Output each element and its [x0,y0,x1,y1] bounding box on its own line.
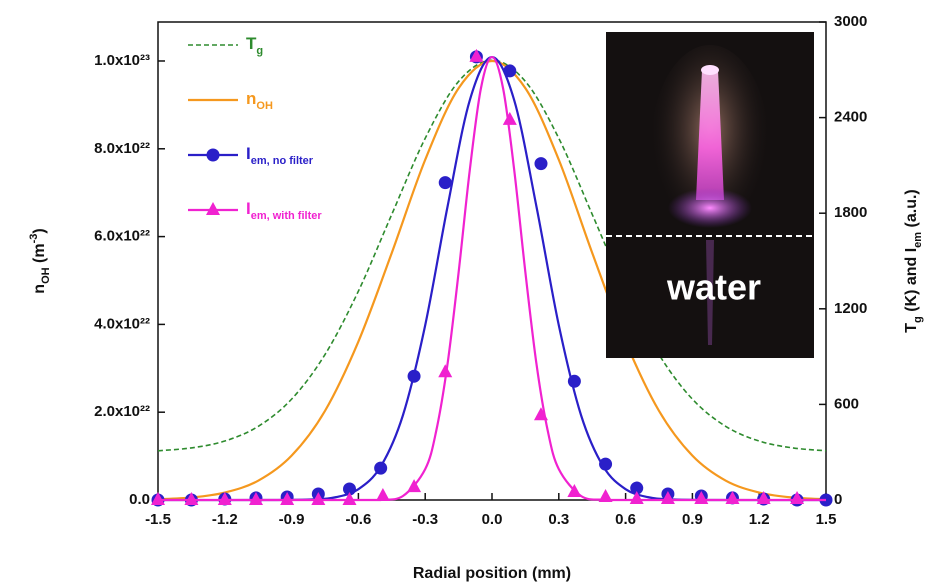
legend-label: Iem, with filter [246,199,322,221]
y-tick-label: 8.0x10²² [94,140,150,157]
y2-axis-label-part: g [912,316,924,323]
y2-tick-label: 3000 [834,13,867,30]
plume-core [696,70,724,200]
y2-tick-label: 1200 [834,300,867,317]
x-tick-label: 0.0 [482,511,503,528]
y-tick-label: 2.0x10²² [94,403,150,420]
y-axis-label-part: n [31,284,48,294]
y2-tick-label: 600 [834,395,859,412]
marker [342,482,356,496]
marker [311,492,326,505]
y2-axis-label-part: em [912,232,924,248]
x-axis-label: Radial position (mm) [413,565,571,582]
marker [599,457,613,471]
marker [533,407,548,421]
marker [438,364,453,378]
y-axis-label-part: OH [40,267,52,284]
legend-label: Iem, no filter [246,144,314,166]
reflection [706,240,714,345]
marker [694,491,709,505]
x-tick-label: -1.2 [212,511,238,528]
series-line [157,55,827,502]
marker [660,491,675,505]
y2-axis-label: Tg (K) and Iem (a.u.) [903,189,924,333]
y2-tick-label: 0 [834,491,842,508]
legend-label: Tg [246,34,263,56]
y-tick-label: 4.0x10²² [94,315,150,332]
marker [598,488,613,502]
marker [438,176,452,190]
marker [469,48,484,62]
marker [407,479,422,493]
x-tick-label: -0.9 [279,511,305,528]
marker [151,492,165,505]
marker [184,492,199,505]
y2-axis-label-part: T [903,323,920,333]
y2-tick-label: 2400 [834,109,867,126]
plume-base [668,188,752,228]
y-tick-label: 0.0 [129,491,150,508]
marker [567,374,581,388]
marker [725,491,740,505]
x-tick-label: 1.5 [816,511,837,528]
marker [217,492,232,505]
legend-label-part: em, no filter [251,155,314,167]
legend-label-part: I [246,199,251,218]
y-tick-label: 1.0x10²³ [94,52,150,69]
marker [342,492,357,505]
x-tick-label: 0.9 [682,511,703,528]
y2-axis-label-part: (K) and I [903,248,920,316]
y2-tick-label: 1800 [834,204,867,221]
marker [248,492,263,505]
x-tick-label: 0.3 [548,511,569,528]
legend-marker [206,148,220,162]
marker [375,488,390,502]
series-line [157,59,827,501]
y-axis-label-part: (m [31,243,48,267]
y-axis-label: nOH (m-3) [28,228,52,293]
x-tick-label: -0.6 [345,511,371,528]
legend-label-part: g [256,45,263,57]
plume-tip [701,65,719,75]
marker [567,484,582,498]
legend-label-part: I [246,144,251,163]
marker [630,481,644,495]
marker [534,157,548,171]
marker [790,491,805,505]
y2-axis-label-part: (a.u.) [903,189,920,232]
marker [503,64,517,78]
legend-label-part: em, with filter [251,210,323,222]
legend-label-part: n [246,89,256,108]
marker [502,111,517,125]
y-axis-label-part: ) [31,228,48,233]
legend-label: nOH [246,89,273,111]
inset-label: water [666,267,761,308]
marker [629,491,644,505]
x-tick-label: 1.2 [749,511,770,528]
x-tick-label: -0.3 [412,511,438,528]
marker [756,491,771,505]
marker [374,461,388,475]
inset-photo: water [606,32,814,358]
y-axis-label-part: -3 [28,234,40,244]
x-tick-label: 0.6 [615,511,636,528]
marker [407,369,421,383]
plot-area: -1.5 -1.2 -0.9 -0.6 -0.3 0.0 0.3 0.6 0.9 1.2 1.5 0.… [28,13,924,582]
legend-label-part: T [246,34,257,53]
x-tick-label: -1.5 [145,511,171,528]
legend-marker [206,202,220,215]
legend-label-part: OH [256,100,273,112]
y-tick-label: 6.0x10²² [94,228,150,245]
marker [280,492,295,505]
